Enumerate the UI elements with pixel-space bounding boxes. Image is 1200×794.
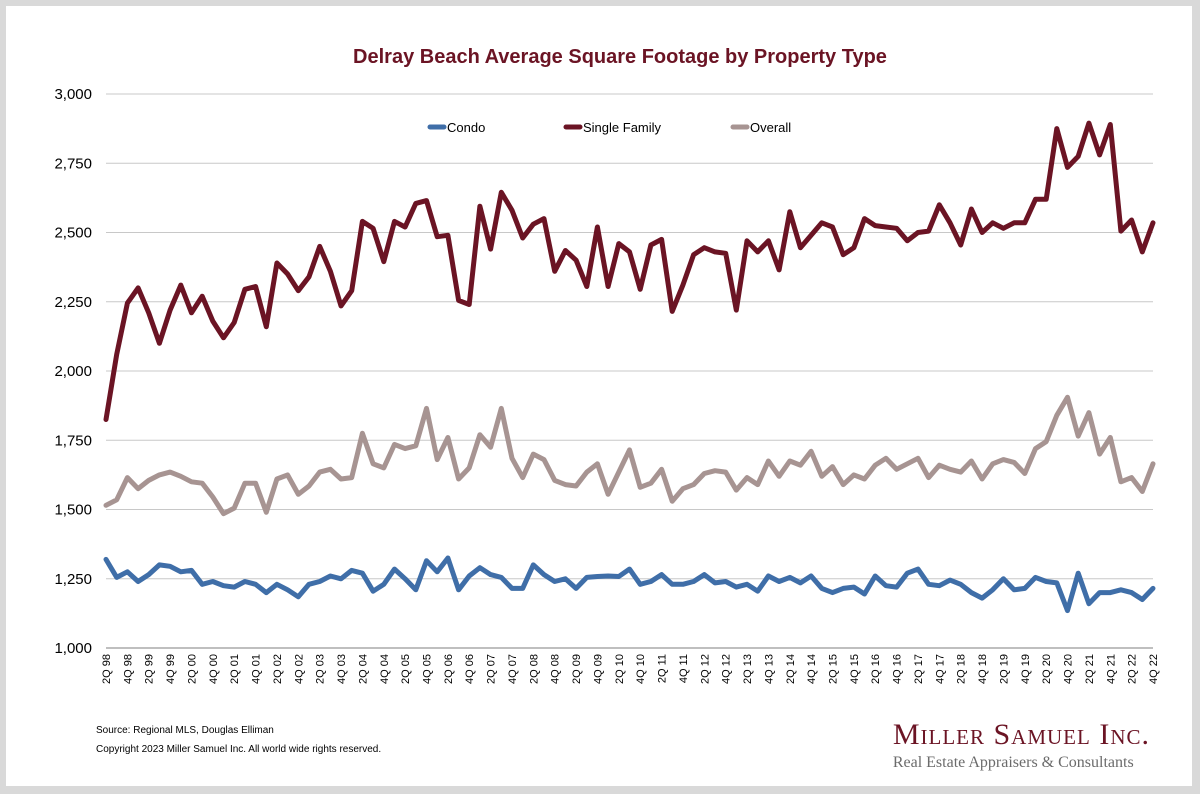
series-lines (103, 120, 1156, 614)
y-axis-ticks: 1,000 1,250 1,500 1,750 2,000 2,250 2,500 2,750… (54, 86, 92, 657)
x-tick-label: 4Q 16 (892, 654, 904, 684)
y-tick-label: 1,000 (54, 640, 92, 657)
x-tick-label: 4Q 99 (165, 654, 177, 684)
x-tick-label: 2Q 02 (272, 654, 284, 684)
x-tick-label: 4Q 13 (763, 654, 775, 684)
x-tick-label: 2Q 14 (785, 654, 797, 684)
x-tick-label: 4Q 20 (1063, 654, 1075, 684)
y-tick-label: 1,250 (54, 571, 92, 588)
x-tick-label: 4Q 15 (849, 654, 861, 684)
brand-name: Miller Samuel Inc. (892, 718, 1150, 751)
series-line-single-family (103, 120, 1156, 422)
x-tick-label: 4Q 01 (251, 654, 263, 684)
chart-title: Delray Beach Average Square Footage by P… (353, 46, 887, 68)
x-axis-ticks: 2Q 98 4Q 98 2Q 99 4Q 99 2Q 00 4Q 00 2Q 01 4Q 01… (101, 654, 1160, 684)
x-tick-label: 4Q 05 (422, 654, 434, 684)
legend-label: Condo (447, 120, 485, 135)
x-tick-label: 4Q 11 (678, 654, 690, 683)
y-tick-label: 2,000 (54, 363, 92, 380)
brand-tagline: Real Estate Appraisers & Consultants (892, 754, 1134, 771)
x-tick-label: 2Q 11 (657, 654, 669, 683)
y-tick-label: 1,500 (54, 502, 92, 519)
x-tick-label: 2Q 12 (699, 654, 711, 684)
x-tick-label: 2Q 22 (1127, 654, 1139, 684)
x-tick-label: 4Q 02 (293, 654, 305, 684)
x-tick-label: 2Q 13 (742, 654, 754, 684)
x-tick-label: 4Q 10 (635, 654, 647, 684)
copyright-note: Copyright 2023 Miller Samuel Inc. All wo… (96, 744, 382, 755)
brand-logo: Miller Samuel Inc. Real Estate Appraiser… (893, 718, 1150, 772)
x-tick-label: 2Q 04 (357, 654, 369, 684)
x-tick-label: 4Q 12 (721, 654, 733, 684)
legend-label: Single Family (583, 120, 662, 135)
x-tick-label: 4Q 98 (122, 654, 134, 684)
x-tick-label: 2Q 06 (443, 654, 455, 684)
legend-label: Overall (750, 120, 791, 135)
x-tick-label: 2Q 21 (1084, 654, 1096, 684)
x-tick-label: 2Q 15 (827, 654, 839, 684)
y-tick-label: 2,250 (54, 294, 92, 311)
x-tick-label: 2Q 07 (486, 654, 498, 684)
x-tick-label: 2Q 08 (528, 654, 540, 684)
x-tick-label: 4Q 00 (208, 654, 220, 684)
x-tick-label: 4Q 22 (1148, 654, 1160, 684)
x-tick-label: 2Q 05 (400, 654, 412, 684)
x-tick-label: 2Q 18 (956, 654, 968, 684)
series-line-overall (103, 394, 1156, 517)
x-tick-label: 4Q 07 (507, 654, 519, 684)
x-tick-label: 2Q 09 (571, 654, 583, 684)
x-tick-label: 2Q 10 (614, 654, 626, 684)
y-tick-label: 2,500 (54, 225, 92, 242)
x-tick-label: 4Q 18 (977, 654, 989, 684)
series-line-condo (103, 555, 1156, 614)
y-tick-label: 3,000 (54, 86, 92, 103)
chart-frame (6, 6, 1192, 786)
x-tick-label: 4Q 08 (550, 654, 562, 684)
x-tick-label: 2Q 20 (1041, 654, 1053, 684)
x-tick-label: 2Q 17 (913, 654, 925, 684)
x-tick-label: 4Q 09 (592, 654, 604, 684)
y-tick-label: 1,750 (54, 432, 92, 449)
x-tick-label: 2Q 98 (101, 654, 113, 684)
x-tick-label: 4Q 03 (336, 654, 348, 684)
x-tick-label: 2Q 03 (315, 654, 327, 684)
source-note: Source: Regional MLS, Douglas Elliman (96, 725, 274, 736)
x-tick-label: 2Q 16 (870, 654, 882, 684)
x-tick-label: 2Q 99 (144, 654, 156, 684)
x-tick-label: 2Q 00 (186, 654, 198, 684)
x-tick-label: 4Q 14 (806, 654, 818, 684)
gridlines (106, 93, 1153, 649)
legend: Condo Single Family Overall (427, 120, 791, 135)
x-tick-label: 4Q 06 (464, 654, 476, 684)
x-tick-label: 4Q 21 (1105, 654, 1117, 684)
x-tick-label: 4Q 17 (934, 654, 946, 684)
x-tick-label: 2Q 19 (998, 654, 1010, 684)
x-tick-label: 4Q 19 (1020, 654, 1032, 684)
y-tick-label: 2,750 (54, 155, 92, 172)
x-tick-label: 4Q 04 (379, 654, 391, 684)
x-tick-label: 2Q 01 (229, 654, 241, 684)
